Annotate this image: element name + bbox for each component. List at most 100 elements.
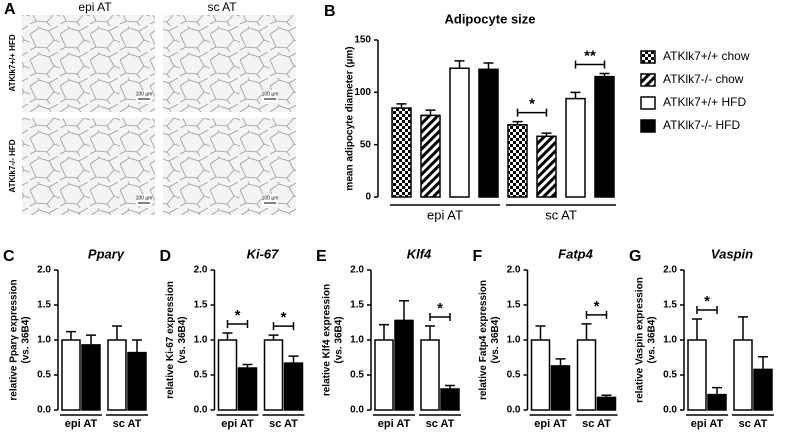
y-tick-label: 1.5 <box>507 300 521 311</box>
legend-swatch <box>640 96 656 110</box>
y-tick-label: 1.0 <box>507 335 521 346</box>
bar <box>550 365 571 411</box>
column-label: epi AT <box>78 0 112 14</box>
error-bar <box>112 325 122 340</box>
x-tick-label: sc AT <box>269 418 298 430</box>
y-tick-label: 1.5 <box>350 300 364 311</box>
y-tick-label: 0.5 <box>663 370 677 381</box>
y-tick-label: 0.5 <box>507 370 521 381</box>
y-tick-label: 50 <box>360 139 372 150</box>
y-tick-label: 0.5 <box>194 370 208 381</box>
y-tick-label: 1.5 <box>37 300 51 311</box>
y-tick-label: 0.5 <box>350 370 364 381</box>
bar <box>707 393 727 411</box>
x-tick-label: epi AT <box>221 418 254 430</box>
panel-label: G <box>629 248 641 265</box>
y-tick-label: 0 <box>365 192 371 203</box>
bar <box>263 339 284 411</box>
chart-title: Adipocyte size <box>444 11 535 26</box>
error-bar <box>396 103 407 109</box>
micrograph <box>22 15 155 112</box>
significance-label: * <box>437 300 443 317</box>
y-tick-label: 2.0 <box>663 265 677 276</box>
y-tick-label: 0.0 <box>37 405 51 416</box>
legend-swatch <box>640 119 656 133</box>
significance-bracket <box>429 313 451 321</box>
bar <box>391 107 412 198</box>
y-axis-label: (vs. 36B4) <box>334 316 345 363</box>
x-tick-label: epi AT <box>534 418 567 430</box>
error-bar <box>512 120 523 125</box>
error-bar <box>66 330 76 340</box>
bar <box>420 339 440 411</box>
legend-label: ATKlk7-/- HFD <box>663 118 740 132</box>
scale-bars: 100 µm 100 µm 100 µm 100 µm <box>136 90 279 206</box>
chart-title: Pparγ <box>88 246 125 261</box>
y-tick-label: 1.0 <box>663 335 677 346</box>
y-tick-label: 2.0 <box>350 265 364 276</box>
y-tick-label: 0.0 <box>194 405 208 416</box>
bar <box>440 388 460 411</box>
error-bar <box>132 339 142 353</box>
bar <box>217 339 238 411</box>
y-tick-label: 0.5 <box>37 370 51 381</box>
bar <box>594 75 615 198</box>
y-tick-label: 1.5 <box>663 300 677 311</box>
x-tick-label: epi AT <box>427 207 463 222</box>
significance-label: * <box>704 293 710 310</box>
significance-bracket <box>272 322 295 331</box>
significance-bracket <box>574 60 606 69</box>
panel-label: F <box>473 248 483 265</box>
scale-label: 100 µm <box>136 91 153 97</box>
y-tick-label: 2.0 <box>507 265 521 276</box>
y-axis-label: relative Pparγ expression <box>9 279 20 400</box>
bar <box>237 367 258 411</box>
scale-label: 100 µm <box>262 195 279 201</box>
bar <box>127 351 147 411</box>
bar <box>687 339 707 411</box>
bar <box>81 344 101 411</box>
micrograph <box>22 118 155 215</box>
panel-label: A <box>4 1 16 18</box>
y-axis-label: relative Ki-67 expression <box>165 281 176 399</box>
y-axis-label: relative Klf4 expression <box>322 284 333 396</box>
bar <box>394 319 414 411</box>
chart-title: Ki-67 <box>247 246 280 261</box>
error-bar <box>379 323 389 340</box>
error-bar <box>454 60 465 69</box>
bar <box>753 368 773 411</box>
panel-label: C <box>3 248 15 265</box>
y-axis-label: (vs. 36B4) <box>490 316 501 363</box>
y-tick-label: 0.0 <box>663 405 677 416</box>
error-bar <box>599 72 610 77</box>
scale-label: 100 µm <box>262 91 279 97</box>
significance-label: * <box>281 309 287 326</box>
panel-a: A epi AT sc AT ATKlk7+/+ HFD ATKlk7-/- H… <box>4 0 296 215</box>
y-tick-label: 150 <box>354 35 371 46</box>
bar <box>536 135 557 198</box>
error-bar <box>445 384 455 389</box>
chart-title: Fatp4 <box>558 246 593 261</box>
error-bar <box>601 394 612 398</box>
bar <box>478 68 499 198</box>
panel-label: D <box>160 248 172 265</box>
legend-label: ATKlk7+/+ HFD <box>663 95 746 109</box>
scale-label: 100 µm <box>136 195 153 201</box>
y-tick-label: 1.0 <box>37 335 51 346</box>
bar <box>576 339 597 411</box>
error-bar <box>483 62 494 70</box>
error-bar <box>242 363 253 368</box>
chart-title: Vaspin <box>711 246 753 261</box>
bar <box>530 339 551 411</box>
significance-label: * <box>529 96 535 113</box>
significance-label: * <box>594 298 600 315</box>
panel-label: B <box>324 3 336 20</box>
significance-label: * <box>235 307 241 324</box>
y-tick-label: 0.0 <box>350 405 364 416</box>
error-bar <box>288 355 299 364</box>
error-bar <box>425 109 436 116</box>
bar <box>420 114 441 198</box>
bar <box>565 97 586 198</box>
panel-label: E <box>316 248 327 265</box>
bar <box>61 339 81 411</box>
